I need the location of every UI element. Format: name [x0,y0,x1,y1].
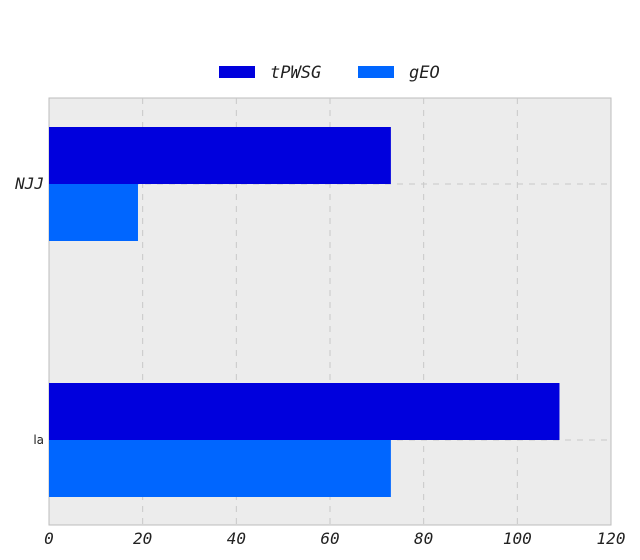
bar-tPWSG-la [49,383,560,440]
bar-tPWSG-NJJ [49,127,391,184]
y-tick-label: la [33,433,44,447]
x-tick-label: 0 [44,529,54,548]
x-axis-ticks: 0 20 40 60 80 100 120 [44,529,625,548]
x-tick-label: 20 [133,529,152,548]
x-tick-label: 100 [503,529,532,548]
bars [49,127,560,497]
x-tick-label: 60 [320,529,339,548]
bar-gEO-la [49,440,391,497]
legend-swatch-tPWSG [219,66,255,78]
bar-gEO-NJJ [49,184,138,241]
legend-label-gEO: gEO [409,63,440,83]
legend: tPWSG gEO [219,63,440,83]
x-tick-label: 40 [227,529,246,548]
x-tick-label: 80 [414,529,433,548]
x-tick-label: 120 [597,529,626,548]
y-tick-label: NJJ [14,174,44,193]
y-axis-ticks: la NJJ [14,174,44,447]
legend-label-tPWSG: tPWSG [270,63,321,83]
legend-swatch-gEO [358,66,394,78]
